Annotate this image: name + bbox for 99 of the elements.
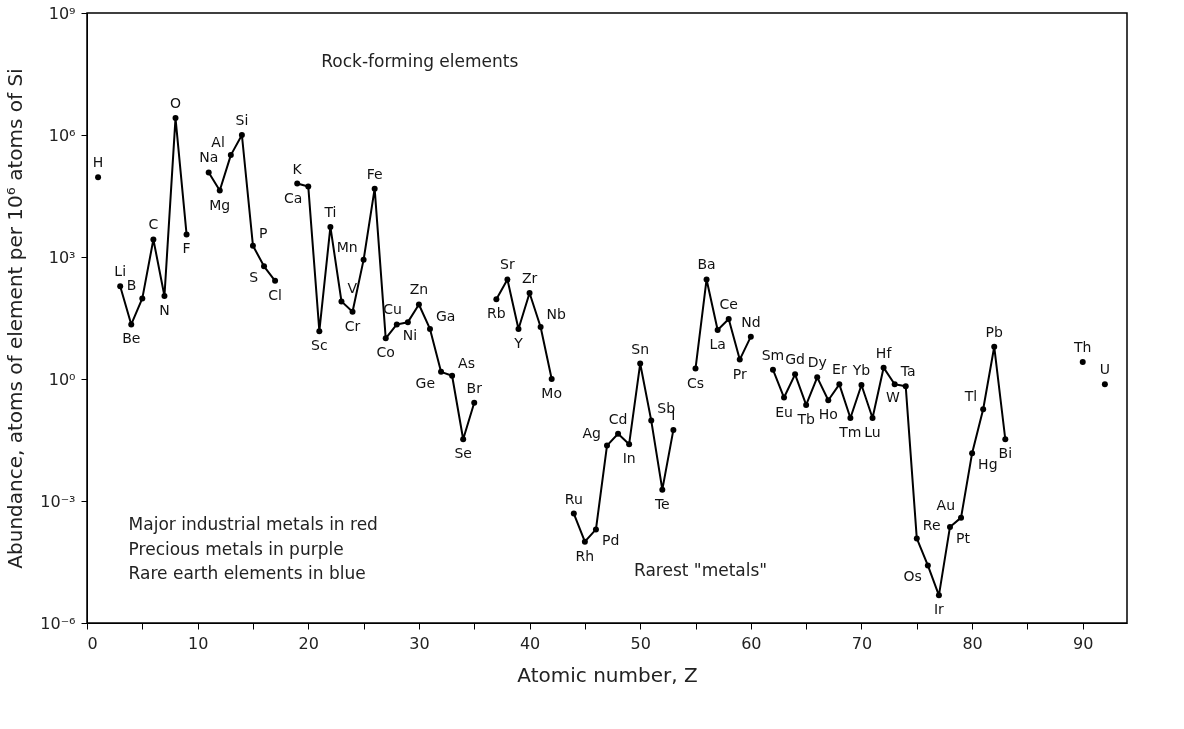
annotation: Cr (344, 317, 361, 334)
annotation: Rb (487, 305, 506, 322)
annotation: B (126, 277, 137, 294)
annotation: U (1099, 361, 1110, 378)
x-tick-label: 50 (630, 633, 651, 653)
annotation: Tm (838, 423, 862, 440)
x-tick-label: 0 (87, 633, 98, 653)
annotation: Ag (582, 424, 601, 441)
annotation: Rarest "metals" (634, 560, 768, 581)
annotation: Rock-forming elements (321, 50, 519, 71)
annotation: Ru (564, 490, 583, 507)
annotation: Mo (541, 385, 563, 401)
x-tick-label: 30 (409, 633, 430, 653)
annotation: V (347, 280, 358, 297)
annotation: Sm (761, 346, 785, 363)
x-tick-label: 60 (741, 633, 762, 653)
y-tick-label: 10⁶ (48, 125, 76, 145)
annotation: Tl (963, 388, 978, 405)
annotation: N (159, 301, 170, 318)
annotation: Bi (998, 445, 1013, 462)
annotation: Yb (851, 362, 871, 379)
annotation: Te (653, 495, 670, 512)
annotation: Th (1073, 339, 1092, 356)
annotation: Major industrial metals in red (128, 514, 378, 535)
annotation: Pb (985, 323, 1003, 340)
annotation: Ir (933, 601, 945, 618)
annotation: Rh (575, 547, 595, 564)
annotation: Dy (807, 354, 827, 371)
x-axis-title: Atomic number, Z (517, 662, 698, 687)
annotation: Hg (978, 456, 998, 473)
annotation: Ge (415, 374, 436, 391)
annotation: W (885, 389, 900, 406)
annotation: Sc (311, 337, 328, 354)
annotation: In (622, 450, 636, 467)
annotation: Pr (732, 365, 747, 382)
annotation: Fe (366, 165, 383, 182)
annotation: Al (211, 134, 225, 151)
annotation: Ni (402, 327, 418, 344)
annotation: Re (922, 517, 941, 534)
x-tick-label: 70 (851, 633, 873, 653)
annotation: Os (903, 568, 922, 585)
annotation: H (92, 154, 104, 171)
annotation: Cl (268, 286, 282, 303)
annotation: O (170, 95, 182, 112)
annotation: Nb (546, 306, 567, 322)
annotation: Ca (283, 189, 303, 206)
x-tick-label: 90 (1073, 633, 1094, 653)
annotation: Se (454, 445, 472, 462)
annotation: Si (235, 112, 249, 128)
annotation: Hf (875, 344, 893, 361)
y-tick-label: 10⁰ (48, 369, 76, 389)
x-tick-label: 10 (187, 633, 209, 653)
annotation: F (182, 240, 191, 257)
annotation: Ti (323, 203, 337, 220)
annotation: Co (376, 344, 395, 361)
annotation: Nd (741, 313, 761, 330)
annotation: Cu (383, 301, 402, 318)
annotation: Tb (796, 410, 815, 427)
y-axis-title: Abundance, atoms of element per 10⁶ atoms of Si (3, 68, 28, 569)
x-tick-label: 20 (298, 633, 319, 653)
annotation: Br (466, 379, 483, 396)
annotation: P (258, 224, 268, 241)
annotation: As (458, 354, 475, 371)
y-tick-label: 10⁻⁶ (40, 613, 76, 633)
annotation: Eu (775, 403, 793, 420)
annotation: Ta (899, 363, 916, 380)
annotation: Sr (500, 256, 515, 273)
annotation: Mn (336, 238, 358, 255)
annotation: Lu (864, 423, 881, 440)
x-tick-label: 80 (962, 633, 983, 653)
annotation: Li (114, 263, 127, 280)
annotation: Ho (818, 406, 838, 423)
annotation: Ce (719, 295, 738, 312)
annotation: Zn (409, 281, 429, 298)
annotation: Zr (521, 270, 538, 287)
annotation: Pt (955, 529, 971, 546)
annotation: K (292, 160, 303, 177)
annotation: Pd (601, 532, 620, 549)
x-tick-label: 40 (519, 633, 541, 653)
annotation: Rare earth elements in blue (128, 563, 366, 584)
annotation: Er (832, 361, 847, 378)
annotation: Ba (697, 256, 716, 273)
annotation: Ga (435, 307, 456, 324)
annotation: Cd (608, 410, 628, 427)
y-tick-label: 10³ (48, 247, 76, 267)
y-tick-label: 10⁹ (48, 3, 76, 23)
annotation: C (148, 216, 159, 233)
annotation: Cs (686, 374, 705, 391)
annotation: Na (199, 149, 219, 166)
annotation: Precious metals in purple (128, 538, 344, 559)
annotation: Y (513, 334, 524, 351)
annotation: Gd (785, 351, 805, 368)
annotation: Sn (631, 340, 650, 357)
y-tick-label: 10⁻³ (40, 491, 76, 511)
annotation: Mg (209, 196, 231, 213)
annotation: Be (122, 330, 141, 347)
annotation: S (249, 269, 259, 286)
annotation: Au (936, 496, 956, 513)
annotation: La (709, 336, 726, 353)
